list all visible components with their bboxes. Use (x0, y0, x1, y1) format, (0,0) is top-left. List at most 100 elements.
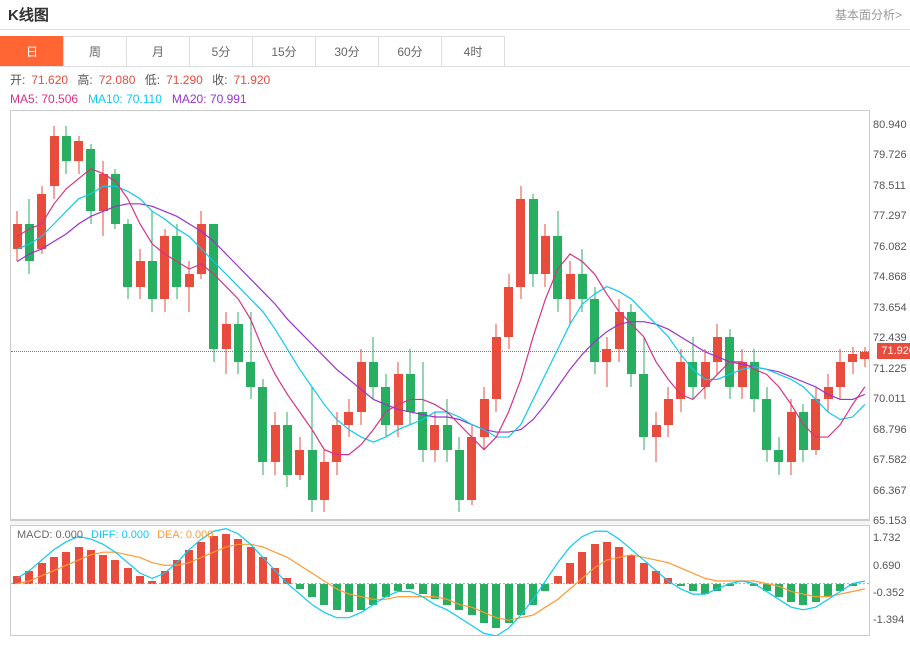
macd-bar (615, 547, 623, 584)
candle (701, 111, 710, 519)
candle (344, 111, 353, 519)
macd-bar (87, 550, 95, 584)
current-price-line (11, 351, 869, 352)
timeframe-tab-1[interactable]: 周 (63, 36, 127, 66)
candle (615, 111, 624, 519)
candle (258, 111, 267, 519)
macd-bar (677, 584, 685, 587)
candle (13, 111, 22, 519)
candle (688, 111, 697, 519)
macd-bar (333, 584, 341, 610)
timeframe-tab-7[interactable]: 4时 (441, 36, 505, 66)
macd-bar (480, 584, 488, 623)
candle (332, 111, 341, 519)
macd-bar (775, 584, 783, 597)
macd-bar (812, 584, 820, 602)
y-tick-label: 72.439 (873, 332, 907, 344)
macd-bar (566, 563, 574, 584)
macd-bar (124, 568, 132, 584)
ma-indicator: MA20: 70.991 (172, 92, 247, 106)
candle (185, 111, 194, 519)
macd-y-axis: 1.7320.690-0.352-1.394 (871, 526, 910, 635)
high-value: 72.080 (99, 73, 136, 87)
candle (148, 111, 157, 519)
macd-bar (259, 557, 267, 583)
candle (664, 111, 673, 519)
candle (578, 111, 587, 519)
candle (836, 111, 845, 519)
candle (123, 111, 132, 519)
macd-bar (382, 584, 390, 597)
macd-bar (627, 555, 635, 584)
macd-bar (701, 584, 709, 594)
macd-bar (603, 542, 611, 584)
macd-bar (136, 576, 144, 584)
y-tick-label: 71.225 (873, 363, 907, 375)
macd-bar (13, 576, 21, 584)
candle (418, 111, 427, 519)
candle (62, 111, 71, 519)
candle (86, 111, 95, 519)
candle (308, 111, 317, 519)
candle (111, 111, 120, 519)
macd-bar (640, 563, 648, 584)
y-tick-label: 77.297 (873, 210, 907, 222)
candle (762, 111, 771, 519)
macd-bar (787, 584, 795, 602)
candle (295, 111, 304, 519)
candle (848, 111, 857, 519)
candle (602, 111, 611, 519)
timeframe-tabs: 日周月5分15分30分60分4时 (0, 36, 910, 67)
candle (590, 111, 599, 519)
candle (136, 111, 145, 519)
macd-bar (197, 542, 205, 584)
y-tick-label: 66.367 (873, 485, 907, 497)
macd-y-tick: 0.690 (873, 560, 901, 572)
y-tick-label: 80.940 (873, 119, 907, 131)
macd-label: DIFF: 0.000 (91, 529, 149, 541)
macd-bar (320, 584, 328, 605)
candle (750, 111, 759, 519)
macd-bar (763, 584, 771, 592)
candle (787, 111, 796, 519)
candle (725, 111, 734, 519)
candle (222, 111, 231, 519)
timeframe-tab-0[interactable]: 日 (0, 36, 64, 66)
candle (381, 111, 390, 519)
macd-bar (443, 584, 451, 605)
macd-bar (726, 584, 734, 587)
analysis-link[interactable]: 基本面分析> (835, 6, 902, 23)
macd-bar (713, 584, 721, 592)
macd-bar (517, 584, 525, 615)
low-value: 71.290 (166, 73, 203, 87)
candle (860, 111, 869, 519)
macd-bar (185, 550, 193, 584)
y-tick-label: 73.654 (873, 302, 907, 314)
macd-labels: MACD: 0.000DIFF: 0.000DEA: 0.000 (11, 526, 227, 544)
macd-bar (369, 584, 377, 605)
candle (455, 111, 464, 519)
macd-bar (554, 576, 562, 584)
price-chart[interactable]: 71.920 80.94079.72678.51177.29776.08274.… (10, 110, 870, 520)
macd-bar (824, 584, 832, 597)
candle (99, 111, 108, 519)
timeframe-tab-3[interactable]: 5分 (189, 36, 253, 66)
macd-bar (38, 563, 46, 584)
timeframe-tab-4[interactable]: 15分 (252, 36, 316, 66)
ma-indicator: MA10: 70.110 (88, 92, 162, 106)
candle (516, 111, 525, 519)
y-tick-label: 70.011 (873, 393, 906, 405)
timeframe-tab-6[interactable]: 60分 (378, 36, 442, 66)
candle (406, 111, 415, 519)
open-label: 开: (10, 73, 25, 87)
timeframe-tab-2[interactable]: 月 (126, 36, 190, 66)
macd-bar (799, 584, 807, 605)
macd-chart[interactable]: MACD: 0.000DIFF: 0.000DEA: 0.000 1.7320.… (10, 526, 870, 636)
candle (774, 111, 783, 519)
candle (443, 111, 452, 519)
candle (430, 111, 439, 519)
macd-bar (173, 560, 181, 584)
open-value: 71.620 (31, 73, 68, 87)
candle (738, 111, 747, 519)
timeframe-tab-5[interactable]: 30分 (315, 36, 379, 66)
